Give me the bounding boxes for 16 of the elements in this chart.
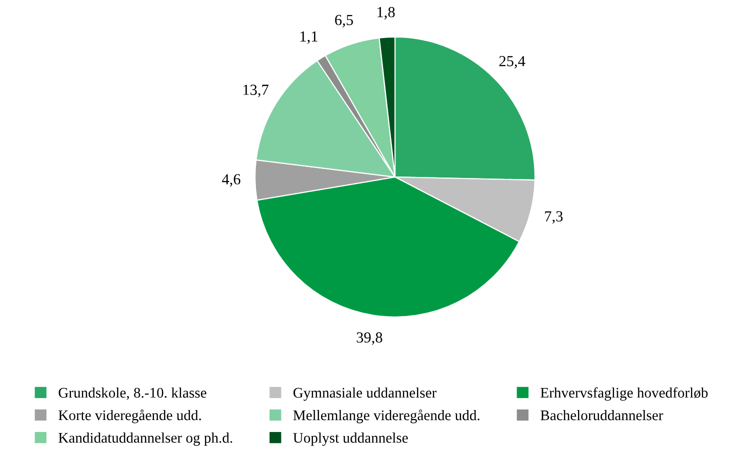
data-label: 13,7 xyxy=(243,84,268,98)
legend-label: Uoplyst uddannelse xyxy=(293,432,408,446)
legend-label: Grundskole, 8.-10. klasse xyxy=(58,387,206,400)
data-label: 1,8 xyxy=(378,6,395,20)
legend-label: Korte videregående udd. xyxy=(58,410,201,424)
legend-label: Mellemlange videregående udd. xyxy=(293,410,480,424)
data-label: 4,6 xyxy=(222,174,240,187)
data-label: 6,5 xyxy=(335,14,353,28)
legend-label: Gymnasiale uddannelser xyxy=(293,387,437,401)
data-label: 1,1 xyxy=(300,31,318,44)
data-label: 25,4 xyxy=(499,56,526,68)
legend-label: Kandidatuddannelser og ph.d. xyxy=(58,432,232,446)
legend-label: Bacheloruddannelser xyxy=(540,410,664,420)
data-label: 7,3 xyxy=(545,211,563,224)
legend-label: Erhvervsfaglige hovedforløb xyxy=(540,387,708,401)
data-label: 39,8 xyxy=(356,332,382,345)
